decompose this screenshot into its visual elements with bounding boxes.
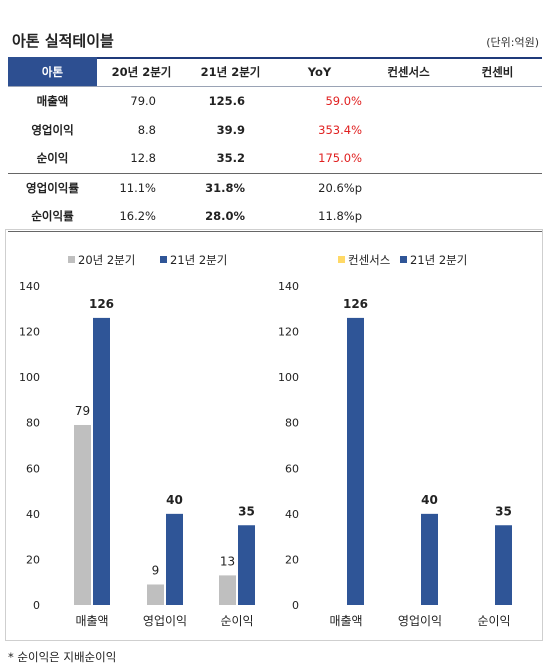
consensus-ratio: [453, 144, 542, 173]
yoy-value: 11.8%p: [275, 202, 364, 232]
prev-value: 11.1%: [97, 172, 186, 202]
yoy-value: 20.6%p: [275, 172, 364, 202]
column-header: 아톤: [8, 57, 97, 87]
column-header: 컨센서스: [364, 57, 453, 87]
y-tick-label: 100: [19, 371, 40, 384]
y-tick-label: 140: [19, 280, 40, 293]
y-tick-label: 120: [19, 326, 40, 339]
consensus-value: [364, 172, 453, 202]
table-row: 영업이익 8.8 39.9 353.4%: [8, 115, 542, 144]
curr-value: 35.2: [216, 151, 245, 166]
legend-swatch: [68, 256, 75, 263]
table-row: 순이익률 16.2% 28.0% 11.8%p: [8, 202, 542, 232]
curr-value: 125.6: [208, 93, 245, 108]
yoy-value: 175.0%: [318, 151, 362, 166]
y-tick-label: 120: [278, 326, 299, 339]
consensus-value: [364, 86, 453, 115]
prev-value: 12.8: [130, 151, 156, 166]
table-row: 영업이익률 11.1% 31.8% 20.6%p: [8, 172, 542, 202]
prev-value: 8.8: [137, 122, 156, 137]
legend-label: 21년 2분기: [170, 253, 227, 267]
legend-swatch: [160, 256, 167, 263]
row-label: 영업이익: [31, 122, 74, 137]
table-header-row: 아톤 20년 2분기 21년 2분기 YoY 컨센서스 컨센비: [8, 57, 542, 87]
legend-label: 20년 2분기: [78, 253, 135, 267]
legend-swatch: [400, 256, 407, 263]
bar: [347, 317, 364, 605]
charts-panel: 0 20 40 60 80 100 120 140 20년 2분기 21년 2분기 79 126 매출액…: [5, 229, 543, 641]
bar: [147, 584, 164, 605]
x-tick-label: 영업이익: [143, 614, 187, 628]
table-row: 순이익 12.8 35.2 175.0%: [8, 144, 542, 173]
y-tick-label: 140: [278, 280, 299, 293]
row-label: 영업이익률: [8, 172, 97, 202]
curr-value: 28.0%: [186, 202, 275, 232]
consensus-ratio: [453, 86, 542, 115]
y-tick-label: 0: [33, 599, 40, 612]
page-title: 아톤 실적테이블: [12, 32, 114, 50]
data-label: 13: [220, 554, 235, 568]
data-label: 35: [495, 504, 512, 518]
bar: [238, 525, 255, 605]
data-label: 9: [152, 563, 160, 577]
data-label: 35: [238, 504, 255, 518]
data-label: 126: [343, 297, 368, 311]
bar-charts: 0 20 40 60 80 100 120 140 20년 2분기 21년 2분기 79 126 매출액…: [19, 253, 512, 628]
bar: [219, 575, 236, 605]
row-label: 순이익률: [8, 202, 97, 232]
legend-swatch: [338, 256, 345, 263]
consensus-ratio: [453, 172, 542, 202]
prev-value: 79.0: [130, 93, 156, 108]
legend-label: 컨센서스: [348, 253, 390, 267]
yoy-value: 59.0%: [325, 93, 362, 108]
prev-value: 16.2%: [97, 202, 186, 232]
bar: [74, 424, 91, 605]
curr-value: 39.9: [216, 122, 245, 137]
consensus-value: [364, 115, 453, 144]
y-tick-label: 0: [292, 599, 299, 612]
legend-label: 21년 2분기: [410, 253, 467, 267]
unit-label: (단위:억원): [486, 36, 539, 49]
data-label: 40: [166, 493, 183, 507]
curr-value: 31.8%: [186, 172, 275, 202]
data-label: 40: [421, 493, 438, 507]
x-tick-label: 매출액: [329, 614, 362, 628]
row-label: 매출액: [36, 93, 69, 108]
y-tick-label: 100: [278, 371, 299, 384]
column-header: 컨센비: [453, 57, 542, 87]
bar: [495, 525, 512, 605]
y-tick-label: 80: [285, 417, 299, 430]
data-label: 126: [89, 297, 114, 311]
row-label: 순이익: [36, 151, 69, 166]
bar: [421, 513, 438, 605]
bar: [166, 513, 183, 605]
consensus-ratio: [453, 202, 542, 232]
y-tick-label: 80: [26, 417, 40, 430]
footnote: * 순이익은 지배순이익: [8, 650, 117, 664]
column-header: 20년 2분기: [97, 57, 186, 87]
column-header: YoY: [275, 57, 364, 87]
yoy-value: 353.4%: [318, 122, 362, 137]
performance-table: 아톤 20년 2분기 21년 2분기 YoY 컨센서스 컨센비 매출액 79.0…: [8, 57, 542, 232]
data-label: 79: [75, 404, 90, 418]
y-tick-label: 20: [26, 553, 40, 566]
x-tick-label: 순이익: [220, 614, 253, 628]
consensus-value: [364, 144, 453, 173]
consensus-ratio: [453, 115, 542, 144]
column-header: 21년 2분기: [186, 57, 275, 87]
table-row: 매출액 79.0 125.6 59.0%: [8, 86, 542, 115]
y-tick-label: 60: [26, 462, 40, 475]
bar: [93, 317, 110, 605]
x-tick-label: 매출액: [75, 614, 108, 628]
y-tick-label: 40: [285, 508, 299, 521]
consensus-value: [364, 202, 453, 232]
x-tick-label: 영업이익: [398, 614, 442, 628]
y-tick-label: 60: [285, 462, 299, 475]
x-tick-label: 순이익: [477, 614, 510, 628]
y-tick-label: 40: [26, 508, 40, 521]
y-tick-label: 20: [285, 553, 299, 566]
